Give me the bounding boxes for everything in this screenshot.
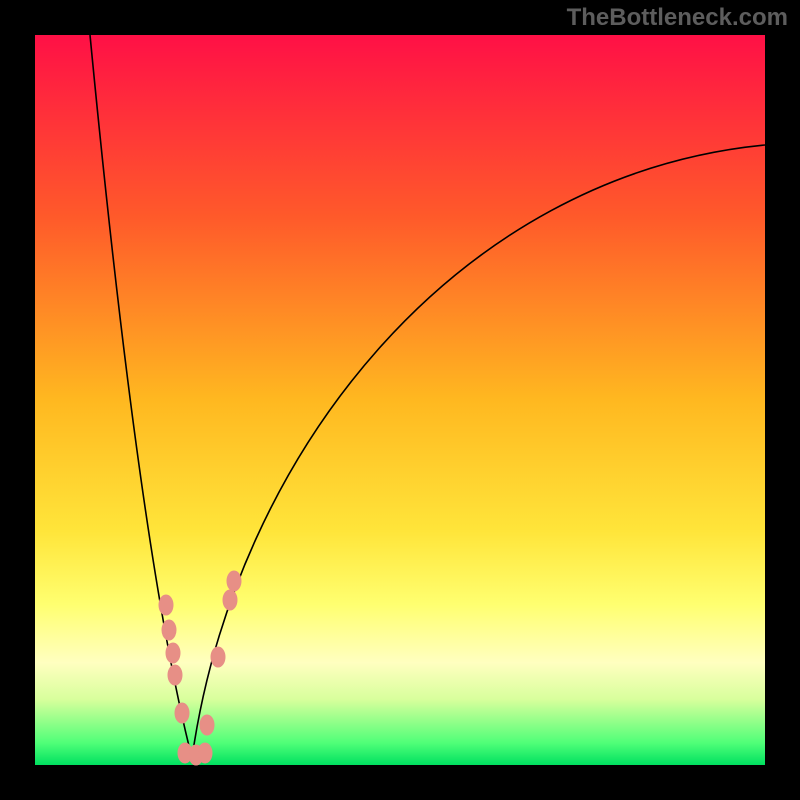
data-marker bbox=[166, 643, 180, 663]
data-marker bbox=[211, 647, 225, 667]
bottleneck-chart bbox=[0, 0, 800, 800]
watermark-text: TheBottleneck.com bbox=[567, 4, 788, 32]
data-marker bbox=[168, 665, 182, 685]
data-marker bbox=[198, 743, 212, 763]
data-marker bbox=[175, 703, 189, 723]
data-marker bbox=[223, 590, 237, 610]
data-marker bbox=[200, 715, 214, 735]
data-marker bbox=[162, 620, 176, 640]
data-marker bbox=[227, 571, 241, 591]
chart-container: TheBottleneck.com bbox=[0, 0, 800, 800]
plot-background bbox=[35, 35, 765, 765]
data-marker bbox=[159, 595, 173, 615]
